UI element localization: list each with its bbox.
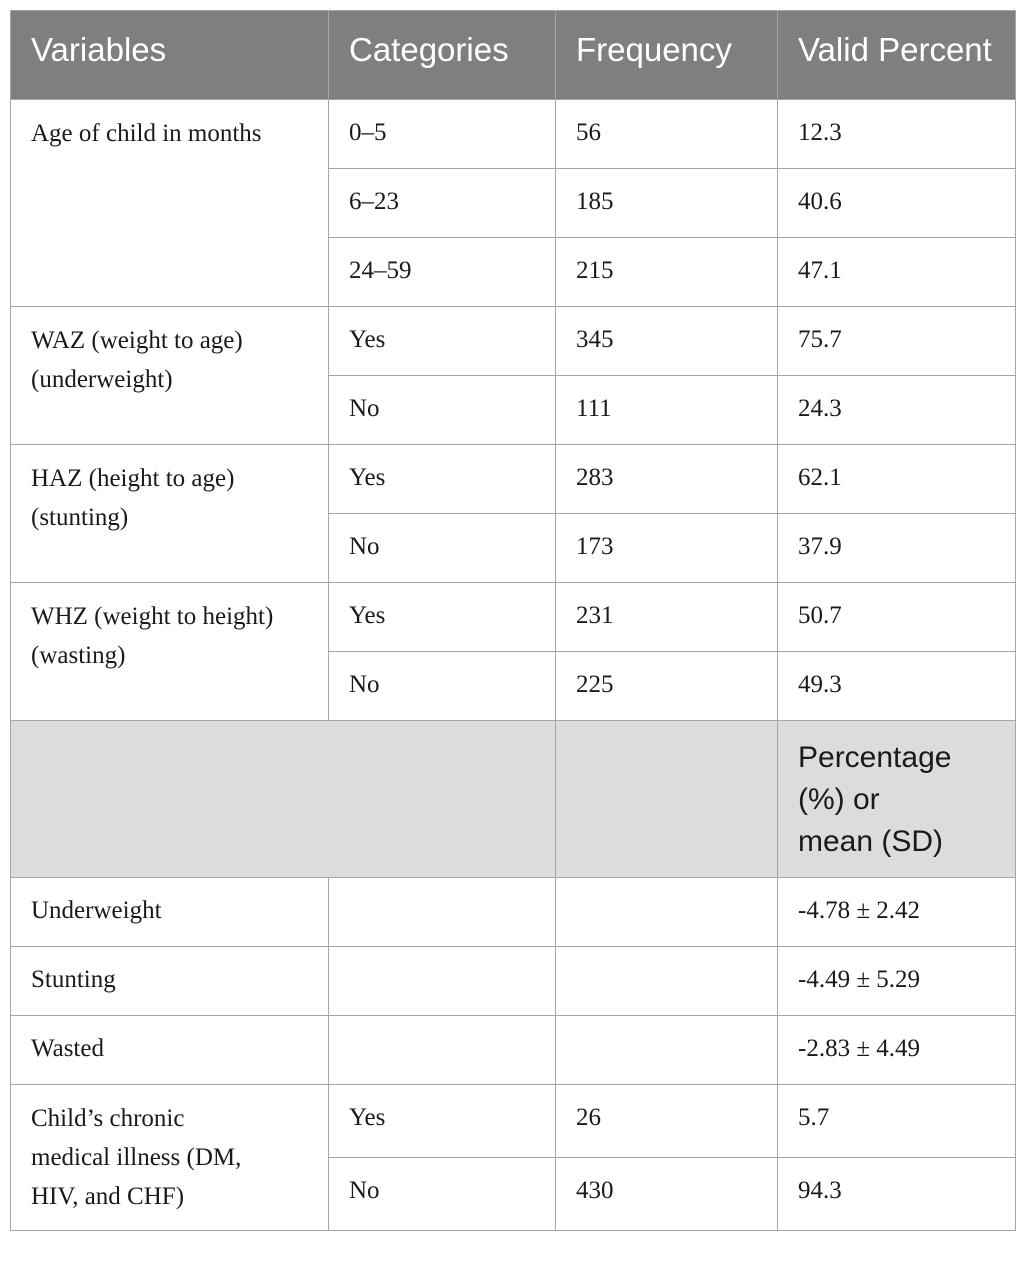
header-valid-percent: Valid Percent [777, 10, 1016, 100]
percent-cell: 40.6 [777, 168, 1016, 238]
frequency-cell: 26 [555, 1084, 778, 1158]
header-row: Variables Categories Frequency Valid Per… [10, 10, 1016, 100]
percent-cell: 75.7 [777, 306, 1016, 376]
subheader-empty-cell [10, 720, 556, 878]
empty-cell [555, 946, 778, 1016]
table-row: No 173 37.9 [11, 513, 1016, 583]
frequency-cell: 185 [555, 168, 778, 238]
variable-label-line: medical illness (DM, [31, 1144, 242, 1171]
mean-label-cell: Underweight [10, 877, 329, 947]
frequency-cell: 430 [555, 1157, 778, 1231]
category-cell: No [328, 513, 556, 583]
percent-cell: 24.3 [777, 375, 1016, 445]
category-cell: No [328, 1157, 556, 1231]
variable-label-line: HAZ (height to age) [31, 465, 235, 492]
table-row: Stunting -4.49 ± 5.29 [10, 946, 1016, 1016]
table-row: No 225 49.3 [11, 651, 1016, 721]
mean-value-cell: -4.78 ± 2.42 [777, 877, 1016, 947]
frequency-cell: 345 [555, 306, 778, 376]
subheader-line: (%) or [798, 783, 880, 816]
percent-cell: 62.1 [777, 444, 1016, 514]
table-row: Wasted -2.83 ± 4.49 [10, 1015, 1016, 1085]
variable-age: Age of child in months [10, 99, 329, 307]
table-row: 6–23 185 40.6 [11, 168, 1016, 238]
mean-label-cell: Stunting [10, 946, 329, 1016]
percent-cell: 94.3 [777, 1157, 1016, 1231]
frequency-cell: 173 [555, 513, 778, 583]
mean-value-cell: -4.49 ± 5.29 [777, 946, 1016, 1016]
percent-cell: 50.7 [777, 582, 1016, 652]
header-variables: Variables [10, 10, 329, 100]
subheader-line: mean (SD) [798, 825, 944, 858]
empty-cell [555, 1015, 778, 1085]
subheader-percentage-mean: Percentage (%) or mean (SD) [777, 720, 1016, 878]
variable-chronic-illness: Child’s chronic medical illness (DM, HIV, … [10, 1084, 329, 1231]
percent-cell: 12.3 [777, 99, 1016, 169]
table-row: Age of child in months 0–5 56 12.3 [10, 99, 1016, 307]
variable-waz: WAZ (weight to age) (underweight) [10, 306, 329, 445]
subheader-line: Percentage [798, 741, 952, 774]
empty-cell [555, 877, 778, 947]
category-cell: Yes [328, 582, 556, 652]
category-cell: 24–59 [328, 237, 556, 307]
percent-cell: 49.3 [777, 651, 1016, 721]
variable-label-line: HIV, and CHF) [31, 1183, 185, 1210]
variable-haz: HAZ (height to age) (stunting) [10, 444, 329, 583]
frequency-cell: 283 [555, 444, 778, 514]
empty-cell [328, 1015, 556, 1085]
frequency-cell: 56 [555, 99, 778, 169]
category-cell: No [328, 375, 556, 445]
table-row: WHZ (weight to height) (wasting) Yes 231 … [10, 582, 1016, 721]
mean-value-cell: -2.83 ± 4.49 [777, 1015, 1016, 1085]
category-cell: Yes [328, 444, 556, 514]
category-cell: 0–5 [328, 99, 556, 169]
variable-label-line: WAZ (weight to age) [31, 327, 243, 354]
variable-label-line: (stunting) [31, 504, 129, 531]
frequency-cell: 111 [555, 375, 778, 445]
percent-cell: 5.7 [777, 1084, 1016, 1158]
percent-cell: 37.9 [777, 513, 1016, 583]
table-row: No 430 94.3 [11, 1157, 1016, 1231]
table-row: Underweight -4.78 ± 2.42 [10, 877, 1016, 947]
header-categories: Categories [328, 10, 556, 100]
header-frequency: Frequency [555, 10, 778, 100]
empty-cell [328, 877, 556, 947]
category-cell: Yes [328, 1084, 556, 1158]
table-row: WAZ (weight to age) (underweight) Yes 345… [10, 306, 1016, 445]
variable-label-line: Child’s chronic [31, 1105, 185, 1132]
percent-cell: 47.1 [777, 237, 1016, 307]
variable-whz: WHZ (weight to height) (wasting) [10, 582, 329, 721]
category-cell: No [328, 651, 556, 721]
mean-label-cell: Wasted [10, 1015, 329, 1085]
table-row: Child’s chronic medical illness (DM, HIV, … [10, 1084, 1016, 1231]
subheader-row: Percentage (%) or mean (SD) [10, 720, 1016, 878]
variable-label-line: (wasting) [31, 642, 126, 669]
category-cell: 6–23 [328, 168, 556, 238]
category-cell: Yes [328, 306, 556, 376]
frequency-cell: 231 [555, 582, 778, 652]
data-table: Variables Categories Frequency Valid Per… [10, 10, 1016, 1231]
frequency-cell: 225 [555, 651, 778, 721]
subheader-empty-cell [555, 720, 778, 878]
empty-cell [328, 946, 556, 1016]
frequency-cell: 215 [555, 237, 778, 307]
variable-label-line: WHZ (weight to height) [31, 603, 274, 630]
table-row: HAZ (height to age) (stunting) Yes 283 62… [10, 444, 1016, 583]
variable-label-line: (underweight) [31, 366, 173, 393]
